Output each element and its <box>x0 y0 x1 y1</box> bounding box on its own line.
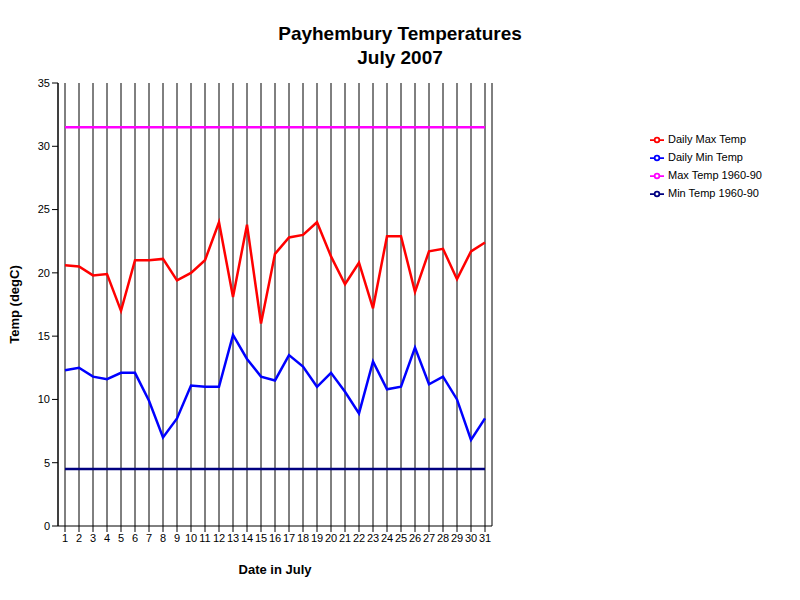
svg-text:22: 22 <box>353 532 365 544</box>
svg-text:11: 11 <box>199 532 210 544</box>
svg-text:Date in July: Date in July <box>239 562 313 577</box>
svg-text:3: 3 <box>90 532 96 544</box>
svg-text:19: 19 <box>311 532 323 544</box>
svg-text:10: 10 <box>185 532 197 544</box>
svg-text:8: 8 <box>160 532 166 544</box>
svg-text:25: 25 <box>38 203 50 215</box>
svg-text:9: 9 <box>174 532 180 544</box>
html-text:Min Temp 1960-90: Min Temp 1960-90 <box>668 187 759 199</box>
svg-text:35: 35 <box>38 77 50 89</box>
svg-text:24: 24 <box>381 532 393 544</box>
svg-text:13: 13 <box>227 532 239 544</box>
html-text:Daily Max Temp: Daily Max Temp <box>668 133 746 145</box>
svg-text:7: 7 <box>146 532 152 544</box>
svg-text:29: 29 <box>451 532 463 544</box>
svg-text:5: 5 <box>44 457 50 469</box>
svg-text:14: 14 <box>241 532 253 544</box>
svg-text:15: 15 <box>38 330 50 342</box>
svg-text:4: 4 <box>104 532 110 544</box>
svg-text:2: 2 <box>76 532 82 544</box>
svg-text:20: 20 <box>325 532 337 544</box>
svg-text:31: 31 <box>479 532 491 544</box>
svg-text:30: 30 <box>38 140 50 152</box>
svg-text:16: 16 <box>269 532 281 544</box>
svg-text:30: 30 <box>465 532 477 544</box>
svg-text:15: 15 <box>255 532 267 544</box>
svg-text:17: 17 <box>283 532 295 544</box>
html-text:Max Temp 1960-90: Max Temp 1960-90 <box>668 169 762 181</box>
html-text:July 2007: July 2007 <box>357 47 443 68</box>
svg-text:0: 0 <box>44 520 50 532</box>
svg-text:18: 18 <box>297 532 309 544</box>
svg-text:Temp (degC): Temp (degC) <box>8 265 22 343</box>
svg-text:26: 26 <box>409 532 421 544</box>
svg-text:12: 12 <box>213 532 225 544</box>
svg-text:25: 25 <box>395 532 407 544</box>
svg-text:1: 1 <box>62 532 68 544</box>
svg-text:23: 23 <box>367 532 379 544</box>
svg-text:28: 28 <box>437 532 449 544</box>
svg-text:10: 10 <box>38 393 50 405</box>
svg-text:21: 21 <box>339 532 351 544</box>
html-text:Daily Min Temp: Daily Min Temp <box>668 151 743 163</box>
svg-text:20: 20 <box>38 267 50 279</box>
svg-text:5: 5 <box>118 532 124 544</box>
html-text:Payhembury Temperatures: Payhembury Temperatures <box>278 23 522 44</box>
svg-text:27: 27 <box>423 532 435 544</box>
svg-text:6: 6 <box>132 532 138 544</box>
